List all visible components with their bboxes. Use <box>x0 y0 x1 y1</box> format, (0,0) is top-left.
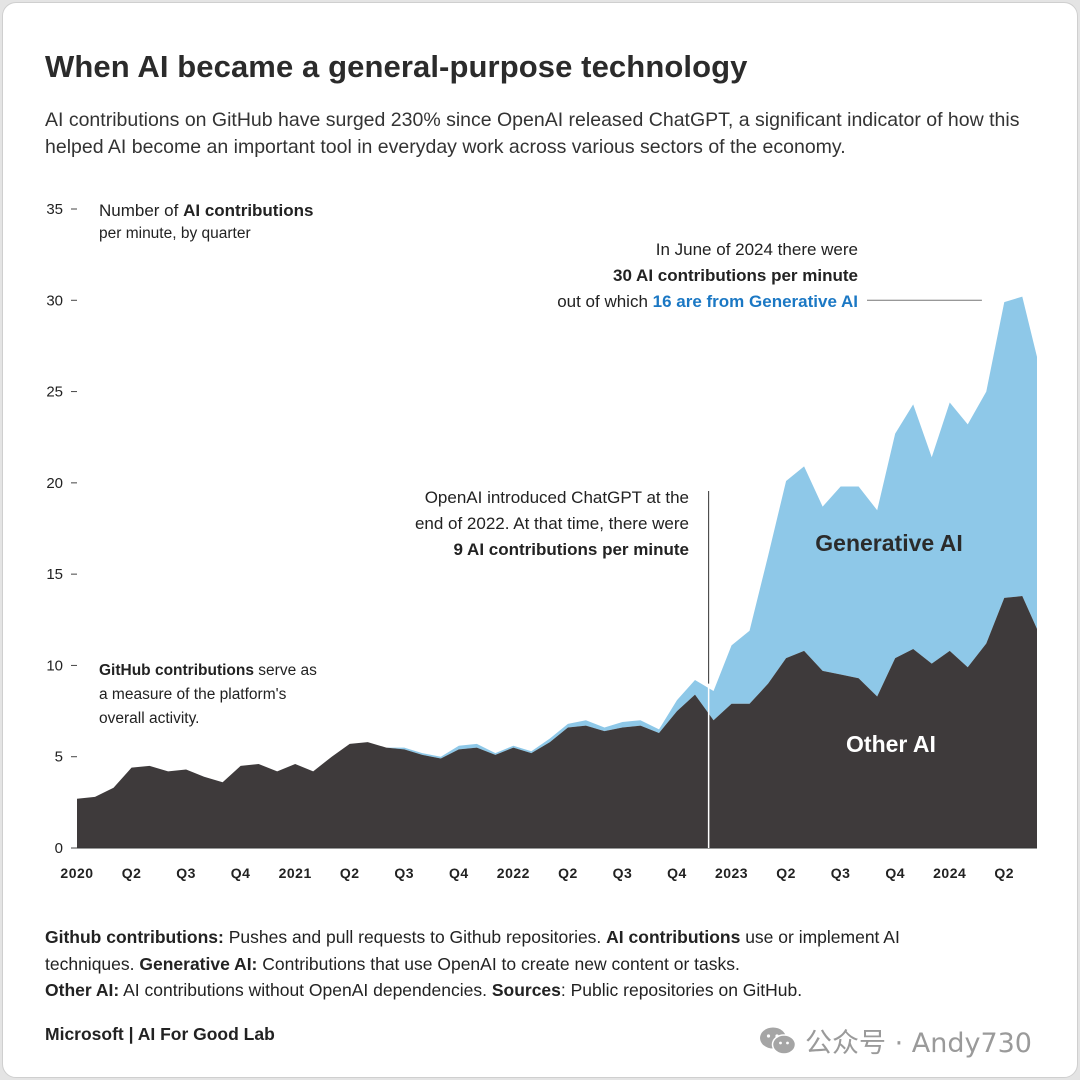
chart-title: When AI became a general-purpose technol… <box>45 49 748 84</box>
y-axis-label-line2: per minute, by quarter <box>99 225 251 242</box>
github-annotation-line3: overall activity. <box>99 710 200 727</box>
footnote-line-3: Other AI: AI contributions without OpenA… <box>45 980 803 1000</box>
x-tick-label: Q2 <box>122 865 142 881</box>
y-tick-label: 10 <box>46 657 63 674</box>
x-tick-label: 2020 <box>60 865 93 881</box>
brand-credit: Microsoft | AI For Good Lab <box>45 1024 275 1044</box>
x-tick-label: Q3 <box>613 865 633 881</box>
x-tick-label: Q3 <box>831 865 851 881</box>
june-annotation-line1: In June of 2024 there were <box>656 240 858 259</box>
y-tick-label: 0 <box>55 840 63 857</box>
y-axis-label-line1: Number of AI contributions <box>99 201 313 220</box>
chart-footnote: Github contributions: Pushes and pull re… <box>45 924 1045 1004</box>
watermark-text: 公众号 · Andy730 <box>805 1028 1032 1059</box>
x-axis-ticks: 2020 Q2 Q3 Q4 2021 Q2 Q3 Q4 2022 Q2 Q3 Q4 2023 Q2 Q3 Q4… <box>60 865 1014 881</box>
x-tick-label: Q2 <box>340 865 360 881</box>
x-tick-label: Q3 <box>394 865 414 881</box>
series-area-other-ai <box>77 596 1037 848</box>
chart-subtitle: AI contributions on GitHub have surged 2… <box>45 109 1020 158</box>
x-tick-label: 2024 <box>933 865 966 881</box>
area-chart: 0 5 10 15 20 25 30 35 2020 Q2 Q3 Q4 2021 Q2 Q3 Q4 2022 Q… <box>46 201 1037 881</box>
chart-areas <box>77 296 1037 848</box>
chatgpt-annotation-line1: OpenAI introduced ChatGPT at the <box>425 488 689 507</box>
x-tick-label: Q2 <box>776 865 796 881</box>
june-annotation-line3: out of which 16 are from Generative AI <box>557 292 858 311</box>
wechat-icon <box>760 1027 797 1055</box>
y-tick-label: 5 <box>55 749 63 766</box>
series-label-generative-ai: Generative AI <box>815 530 962 556</box>
y-axis-ticks: 0 5 10 15 20 25 30 35 <box>46 201 77 857</box>
x-tick-label: Q4 <box>231 865 251 881</box>
y-tick-label: 20 <box>46 475 63 492</box>
series-label-other-ai: Other AI <box>846 731 936 757</box>
june-annotation-line2: 30 AI contributions per minute <box>613 266 858 285</box>
footnote-line-1: Github contributions: Pushes and pull re… <box>45 927 900 947</box>
x-tick-label: 2021 <box>279 865 312 881</box>
x-tick-label: Q4 <box>885 865 905 881</box>
x-tick-label: Q4 <box>449 865 469 881</box>
x-tick-label: 2022 <box>497 865 530 881</box>
github-annotation-line2: a measure of the platform's <box>99 686 287 703</box>
y-tick-label: 30 <box>46 292 63 309</box>
y-tick-label: 15 <box>46 566 63 583</box>
y-tick-label: 35 <box>46 201 63 218</box>
footnote-line-2: techniques. Generative AI: Contributions… <box>45 953 740 974</box>
x-tick-label: Q4 <box>667 865 687 881</box>
x-tick-label: Q3 <box>176 865 196 881</box>
x-tick-label: 2023 <box>715 865 748 881</box>
x-tick-label: Q2 <box>558 865 578 881</box>
github-annotation-line1: GitHub contributions serve as <box>99 662 317 679</box>
chatgpt-annotation-line2: end of 2022. At that time, there were <box>415 514 689 533</box>
chatgpt-annotation-line3: 9 AI contributions per minute <box>454 540 690 559</box>
y-tick-label: 25 <box>46 384 63 401</box>
x-tick-label: Q2 <box>994 865 1014 881</box>
watermark: 公众号 · Andy730 <box>759 1021 1032 1060</box>
series-area-generative-ai <box>77 296 1037 799</box>
